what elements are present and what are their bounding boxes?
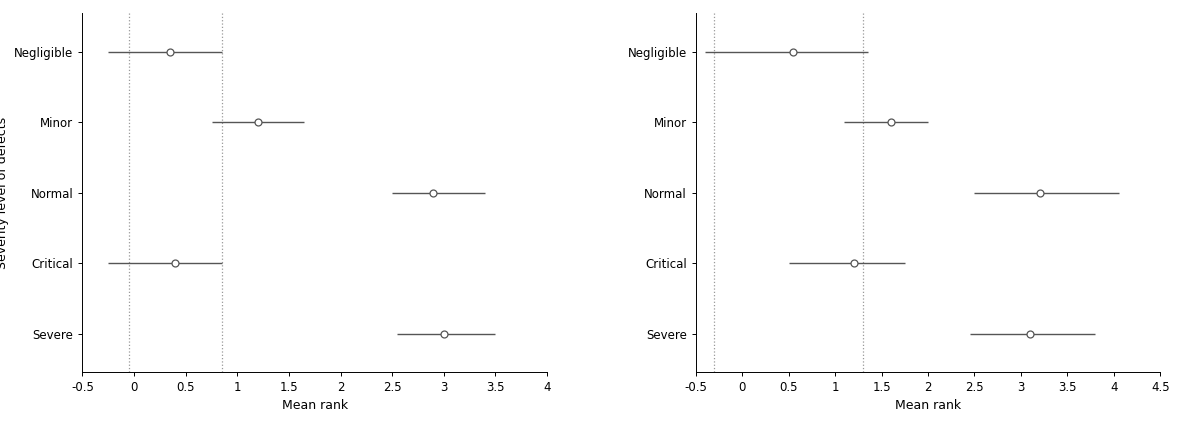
X-axis label: Mean rank: Mean rank (895, 398, 961, 412)
X-axis label: Mean rank: Mean rank (282, 398, 348, 412)
Y-axis label: Severity level of defects: Severity level of defects (0, 116, 8, 269)
